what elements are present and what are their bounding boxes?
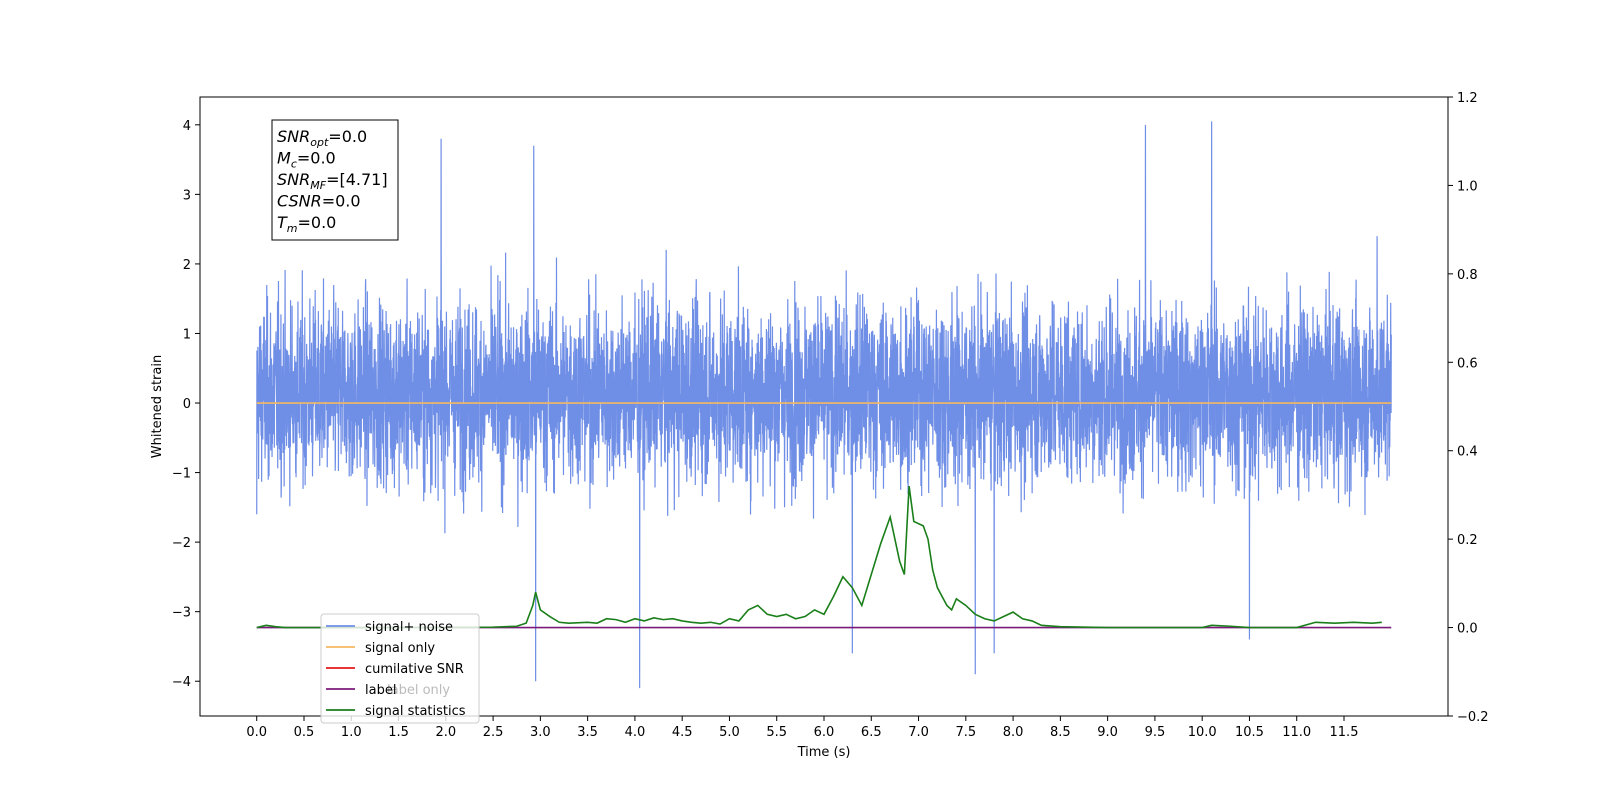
y-tick-label: −2 — [172, 536, 191, 551]
y2-tick-label: 0.4 — [1457, 445, 1478, 460]
annotation-line: Tm=0.0 — [277, 213, 336, 235]
x-tick-label: 8.5 — [1050, 725, 1071, 740]
x-tick-label: 1.0 — [341, 725, 362, 740]
x-tick-label: 7.0 — [908, 725, 929, 740]
x-tick-label: 3.5 — [577, 725, 598, 740]
y-tick-label: 3 — [183, 188, 191, 203]
y-tick-label: 4 — [183, 119, 191, 134]
x-tick-label: 6.0 — [814, 725, 835, 740]
y-tick-label: 2 — [183, 258, 191, 273]
y-axis-label: Whitened strain — [150, 355, 165, 458]
legend-label: label — [365, 683, 396, 698]
x-tick-label: 11.0 — [1282, 725, 1311, 740]
legend-label: signal only — [365, 641, 435, 656]
y2-tick-label: −0.2 — [1457, 710, 1489, 725]
y2-tick-label: 1.0 — [1457, 179, 1478, 194]
x-tick-label: 2.0 — [435, 725, 456, 740]
legend-label: cumilative SNR — [365, 662, 464, 677]
x-tick-label: 8.0 — [1003, 725, 1024, 740]
x-tick-label: 4.0 — [625, 725, 646, 740]
series-signal-statistics — [256, 485, 1382, 629]
x-tick-label: 9.0 — [1097, 725, 1118, 740]
x-tick-label: 9.5 — [1145, 725, 1166, 740]
y-tick-label: 1 — [183, 327, 191, 342]
x-axis-label: Time (s) — [797, 745, 851, 760]
y2-tick-label: 0.6 — [1457, 356, 1478, 371]
x-tick-label: 5.5 — [766, 725, 787, 740]
y2-tick-label: 0.8 — [1457, 268, 1478, 283]
x-tick-label: 10.0 — [1188, 725, 1217, 740]
y-axis-right: −0.2 0.0 0.2 0.4 0.6 0.8 1.0 1.2 — [1448, 91, 1489, 725]
y2-tick-label: 1.2 — [1457, 91, 1478, 106]
y2-tick-label: 0.0 — [1457, 622, 1478, 637]
x-tick-label: 0.5 — [294, 725, 315, 740]
annotation-line: SNRopt=0.0 — [277, 127, 367, 149]
x-tick-label: 7.5 — [955, 725, 976, 740]
annotation-frame — [271, 119, 399, 241]
y-tick-label: −1 — [172, 467, 191, 482]
x-tick-label: 6.5 — [861, 725, 882, 740]
x-tick-label: 4.5 — [672, 725, 693, 740]
x-tick-label: 3.0 — [530, 725, 551, 740]
y2-tick-label: 0.2 — [1457, 533, 1478, 548]
x-tick-label: 0.0 — [246, 725, 267, 740]
legend-overlap-text: label only — [387, 683, 450, 698]
x-tick-label: 2.5 — [483, 725, 504, 740]
y-tick-label: −4 — [172, 675, 191, 690]
x-tick-label: 10.5 — [1235, 725, 1264, 740]
x-tick-label: 5.0 — [719, 725, 740, 740]
x-tick-label: 11.5 — [1330, 725, 1359, 740]
y-tick-label: 0 — [183, 397, 191, 412]
legend-frame — [320, 613, 480, 724]
legend: label only signal+ noise signal only cumila… — [320, 613, 480, 724]
x-axis: 0.0 0.5 1.0 1.5 2.0 2.5 3.0 3.5 4.0 4.5 5.0 5.5 6.0 6… — [246, 716, 1358, 740]
series-signal-noise — [256, 121, 1392, 689]
annotation-line: CSNR=0.0 — [277, 192, 361, 211]
x-tick-label: 1.5 — [388, 725, 409, 740]
legend-label: signal statistics — [365, 704, 466, 719]
y-axis-left: −4 −3 −2 −1 0 1 2 3 4 — [172, 119, 200, 690]
y-tick-label: −3 — [172, 606, 191, 621]
annotation-line: Mc=0.0 — [277, 149, 336, 171]
legend-label: signal+ noise — [365, 620, 453, 635]
annotation-line: SNRMF=[4.71] — [277, 170, 388, 192]
